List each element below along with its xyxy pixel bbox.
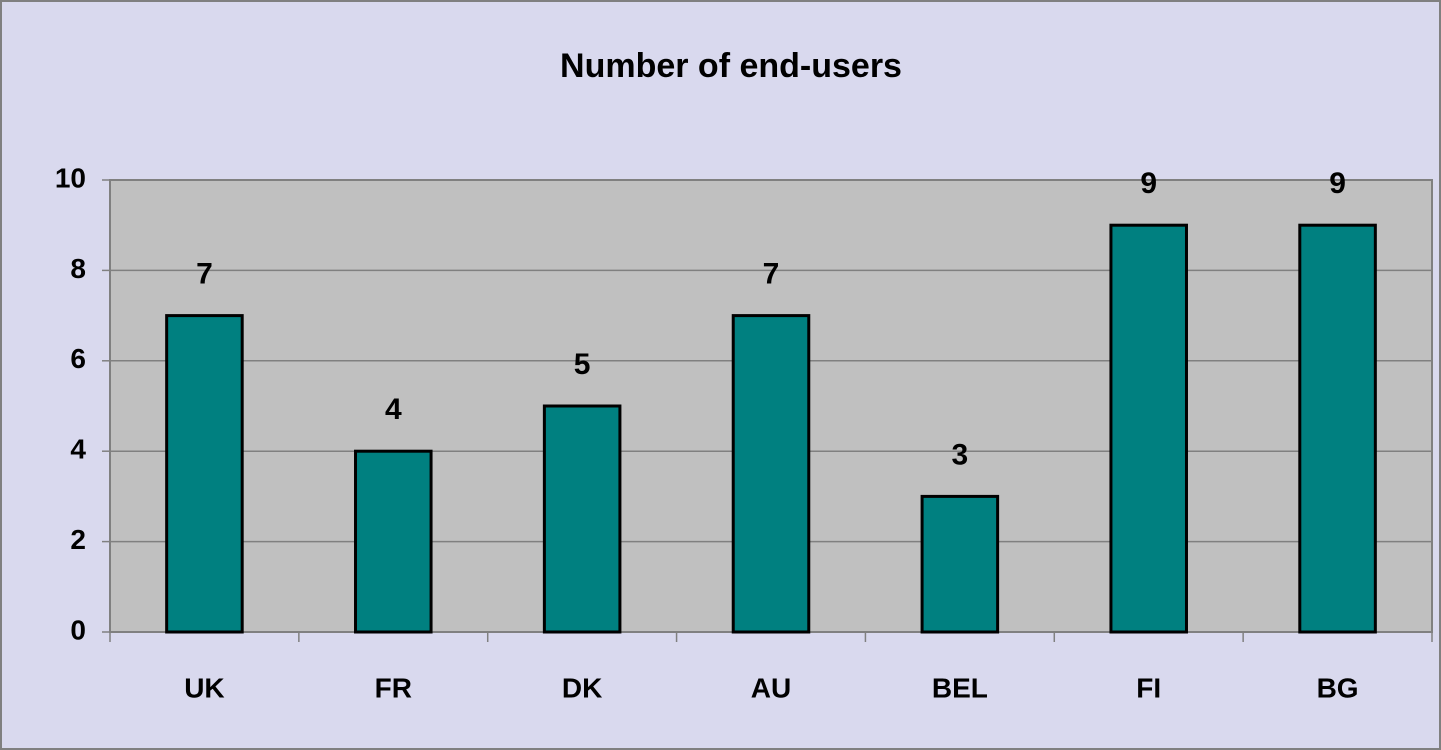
data-label: 5 [574,348,591,381]
data-label: 7 [763,258,780,291]
y-tick-label: 8 [70,253,86,284]
bar [542,404,622,634]
y-tick-label: 4 [70,434,86,465]
bar [354,449,433,634]
bar [165,314,244,634]
data-label: 9 [1140,167,1157,200]
bar [731,314,811,634]
x-tick-label: AU [751,672,791,703]
x-tick-label: FI [1136,672,1161,703]
y-tick-label: 10 [55,162,86,193]
y-tick-label: 2 [70,524,86,555]
x-tick-label: DK [562,672,602,703]
data-label: 3 [952,438,969,471]
y-tick-label: 6 [70,343,86,374]
bar [1109,223,1188,634]
x-tick-label: UK [184,672,224,703]
chart-title: Number of end-users [560,47,902,85]
data-label: 4 [385,393,402,426]
x-tick-label: FR [375,672,412,703]
bar [920,494,1000,634]
bar [1298,223,1377,634]
data-label: 9 [1329,167,1346,200]
data-label: 7 [196,258,213,291]
y-tick-label: 0 [70,614,86,645]
x-tick-label: BEL [932,672,988,703]
x-tick-label: BG [1317,672,1359,703]
